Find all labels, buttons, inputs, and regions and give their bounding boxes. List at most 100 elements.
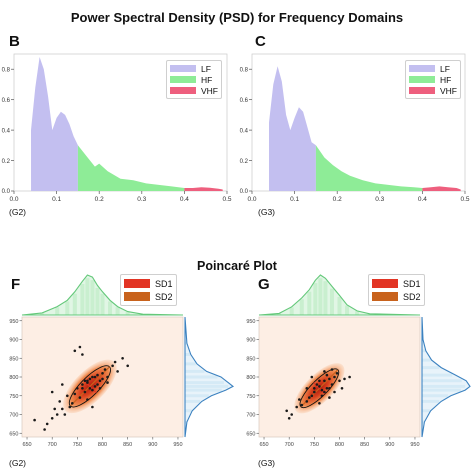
scatter-point [63, 413, 67, 416]
scatter-point [78, 345, 82, 349]
x-tick-label: 850 [360, 442, 369, 448]
scatter-point [88, 387, 92, 390]
y-tick-label: 0.6 [240, 98, 249, 104]
x-tick-label: 800 [335, 442, 344, 448]
scatter-point [285, 409, 288, 413]
scatter-point [45, 422, 49, 426]
legend-label-vhf: VHF [440, 85, 457, 96]
legend-item-sd2: SD2 [124, 290, 173, 303]
legend-label-sd2: SD2 [155, 291, 173, 302]
legend-swatch-sd1 [372, 279, 398, 288]
scatter-point [126, 364, 129, 368]
legend-item-hf: HF [170, 74, 218, 85]
right-kde-curve [184, 316, 235, 438]
scatter-point [121, 357, 124, 360]
scatter-point [68, 405, 72, 409]
scatter-point [106, 381, 109, 384]
x-tick-label: 700 [285, 442, 294, 448]
scatter-point [71, 402, 74, 405]
y-tick-label: 800 [246, 375, 255, 381]
right-kde-curve [421, 316, 471, 438]
y-tick-label: 750 [9, 394, 18, 400]
sd1-axis-line [83, 379, 97, 394]
x-tick-label: 850 [123, 442, 132, 448]
top-kde-curve [258, 274, 421, 316]
x-tick-label: 0.0 [247, 196, 256, 203]
x-tick-label: 0.2 [333, 196, 342, 203]
scatter-point [73, 392, 77, 396]
scatter-point [86, 398, 89, 401]
scatter-point [98, 387, 102, 390]
scatter-point [325, 373, 329, 377]
scatter-point [83, 390, 87, 394]
band-area-vhf [422, 186, 461, 191]
scatter-point [86, 379, 89, 383]
scatter-point [310, 375, 314, 379]
scatter-point [323, 379, 326, 383]
y-tick-label: 900 [246, 338, 255, 344]
group-tag-c: (G3) [258, 207, 275, 217]
x-tick-label: 0.2 [95, 196, 104, 203]
panel-letter-f: F [11, 276, 21, 293]
scatter-point [106, 375, 109, 379]
scatter-point [91, 388, 94, 392]
scatter-point [313, 390, 316, 394]
legend-item-sd1: SD1 [372, 277, 421, 290]
scatter-point [43, 428, 46, 431]
band-area-hf [315, 145, 423, 191]
poincare-legend-f: SD1 SD2 [120, 274, 177, 306]
scatter-point [61, 407, 64, 411]
scatter-point [325, 387, 329, 390]
scatter-point [330, 368, 334, 371]
group-tag-g: (G3) [258, 458, 275, 468]
scatter-point [298, 398, 301, 401]
figure-title: Power Spectral Density (PSD) for Frequen… [70, 10, 404, 25]
scatter-point [96, 383, 99, 386]
scatter-point [335, 372, 339, 375]
scatter-point [313, 387, 316, 390]
scatter-point [305, 387, 309, 390]
y-tick-label: 950 [246, 319, 255, 325]
legend-item-lf: LF [409, 63, 457, 74]
top-kde-curve [21, 274, 184, 316]
x-tick-label: 950 [410, 442, 419, 448]
scatter-point [290, 413, 293, 416]
scatter-point [78, 396, 82, 399]
scatter-point [81, 383, 84, 386]
psd-legend-b: LF HF VHF [166, 60, 222, 99]
legend-label-lf: LF [201, 63, 211, 74]
group-tag-f: (G2) [9, 458, 26, 468]
legend-label-sd1: SD1 [155, 278, 173, 289]
x-tick-label: 750 [310, 442, 319, 448]
legend-swatch-lf [170, 65, 196, 72]
legend-item-vhf: VHF [170, 85, 218, 96]
scatter-point [93, 385, 97, 388]
poincare-title: Poincaré Plot [197, 259, 277, 273]
scatter-point [50, 417, 54, 420]
scatter-point [333, 390, 336, 394]
scatter-point [305, 400, 309, 403]
x-tick-label: 900 [385, 442, 394, 448]
legend-swatch-sd1 [124, 279, 150, 288]
x-tick-label: 650 [22, 442, 31, 448]
scatter-point [328, 377, 331, 381]
scatter-point [328, 387, 331, 390]
scatter-point [308, 396, 311, 399]
scatter-point [295, 405, 298, 409]
legend-item-sd2: SD2 [372, 290, 421, 303]
x-tick-label: 750 [73, 442, 82, 448]
x-tick-label: 0.3 [375, 196, 384, 203]
poincare-chart-g: 650 700 750 800 850 900 950 650 700 750 800 850 900 9… [246, 274, 471, 448]
scatter-point [76, 387, 79, 390]
band-area-lf [31, 57, 78, 191]
legend-item-vhf: VHF [409, 85, 457, 96]
scatter-point [318, 379, 321, 383]
x-tick-label: 0.3 [137, 196, 146, 203]
scatter-point [50, 390, 54, 394]
scatter-point [116, 370, 119, 373]
legend-label-vhf: VHF [201, 85, 218, 96]
legend-swatch-vhf [409, 87, 435, 94]
y-tick-label: 950 [9, 319, 18, 325]
x-tick-label: 0.1 [290, 196, 299, 203]
scatter-point [101, 377, 104, 381]
